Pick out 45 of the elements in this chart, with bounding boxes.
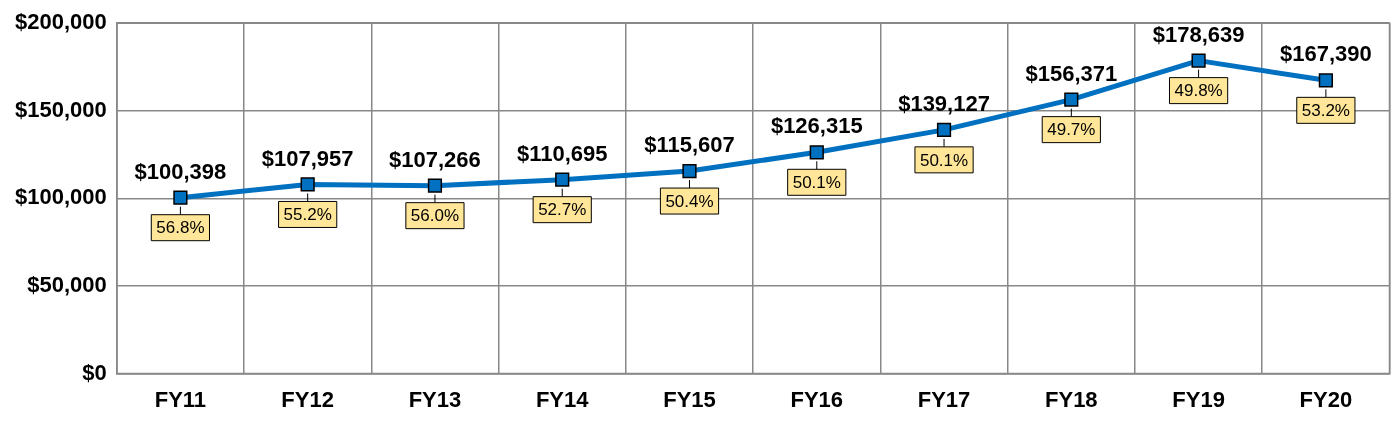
point bbox=[809, 145, 824, 160]
annotation: 56.8% bbox=[156, 218, 205, 238]
point bbox=[1064, 92, 1079, 107]
data-label: $178,639 bbox=[1152, 21, 1245, 47]
data-label: $156,371 bbox=[1025, 60, 1118, 86]
annotation: 50.1% bbox=[919, 150, 969, 170]
data-label: $115,607 bbox=[644, 132, 735, 158]
annotation: 50.1% bbox=[792, 172, 841, 192]
y-tick-label: $100,000 bbox=[14, 184, 107, 210]
annotation: 50.4% bbox=[665, 191, 714, 211]
point bbox=[173, 190, 188, 205]
x-tick-label: FY19 bbox=[1172, 386, 1225, 412]
data-label: $139,127 bbox=[898, 90, 990, 116]
x-tick-label: FY14 bbox=[535, 386, 590, 412]
point bbox=[1318, 73, 1333, 88]
x-tick-label: FY11 bbox=[154, 386, 207, 412]
data-label: $107,957 bbox=[261, 145, 354, 171]
x-tick-label: FY18 bbox=[1045, 386, 1098, 412]
y-tick-label: $150,000 bbox=[14, 96, 107, 122]
point bbox=[682, 163, 697, 179]
annotation: 49.7% bbox=[1047, 120, 1096, 140]
y-tick-label: $0 bbox=[82, 359, 107, 385]
annotation: 49.8% bbox=[1174, 81, 1223, 101]
x-tick-label: FY17 bbox=[917, 386, 971, 412]
data-label: $107,266 bbox=[389, 146, 481, 172]
x-tick-label: FY12 bbox=[281, 386, 334, 412]
point bbox=[1191, 53, 1206, 68]
x-tick-label: FY13 bbox=[408, 386, 462, 412]
data-label: $167,390 bbox=[1279, 41, 1372, 67]
x-tick-label: FY15 bbox=[663, 386, 716, 412]
data-label: $110,695 bbox=[516, 140, 608, 166]
annotation: 56.0% bbox=[410, 206, 460, 226]
y-tick-label: $50,000 bbox=[27, 272, 107, 298]
data-label: $100,398 bbox=[134, 158, 227, 184]
annotation: 55.2% bbox=[283, 205, 332, 225]
y-tick-label: $200,000 bbox=[14, 9, 107, 35]
annotation: 53.2% bbox=[1301, 101, 1350, 121]
x-tick-label: FY20 bbox=[1299, 386, 1353, 412]
data-label: $126,315 bbox=[770, 113, 863, 139]
point bbox=[427, 178, 443, 193]
annotation: 52.7% bbox=[538, 200, 587, 220]
point bbox=[555, 172, 570, 187]
point bbox=[300, 177, 315, 192]
point bbox=[936, 122, 952, 137]
x-tick-label: FY16 bbox=[790, 386, 844, 412]
